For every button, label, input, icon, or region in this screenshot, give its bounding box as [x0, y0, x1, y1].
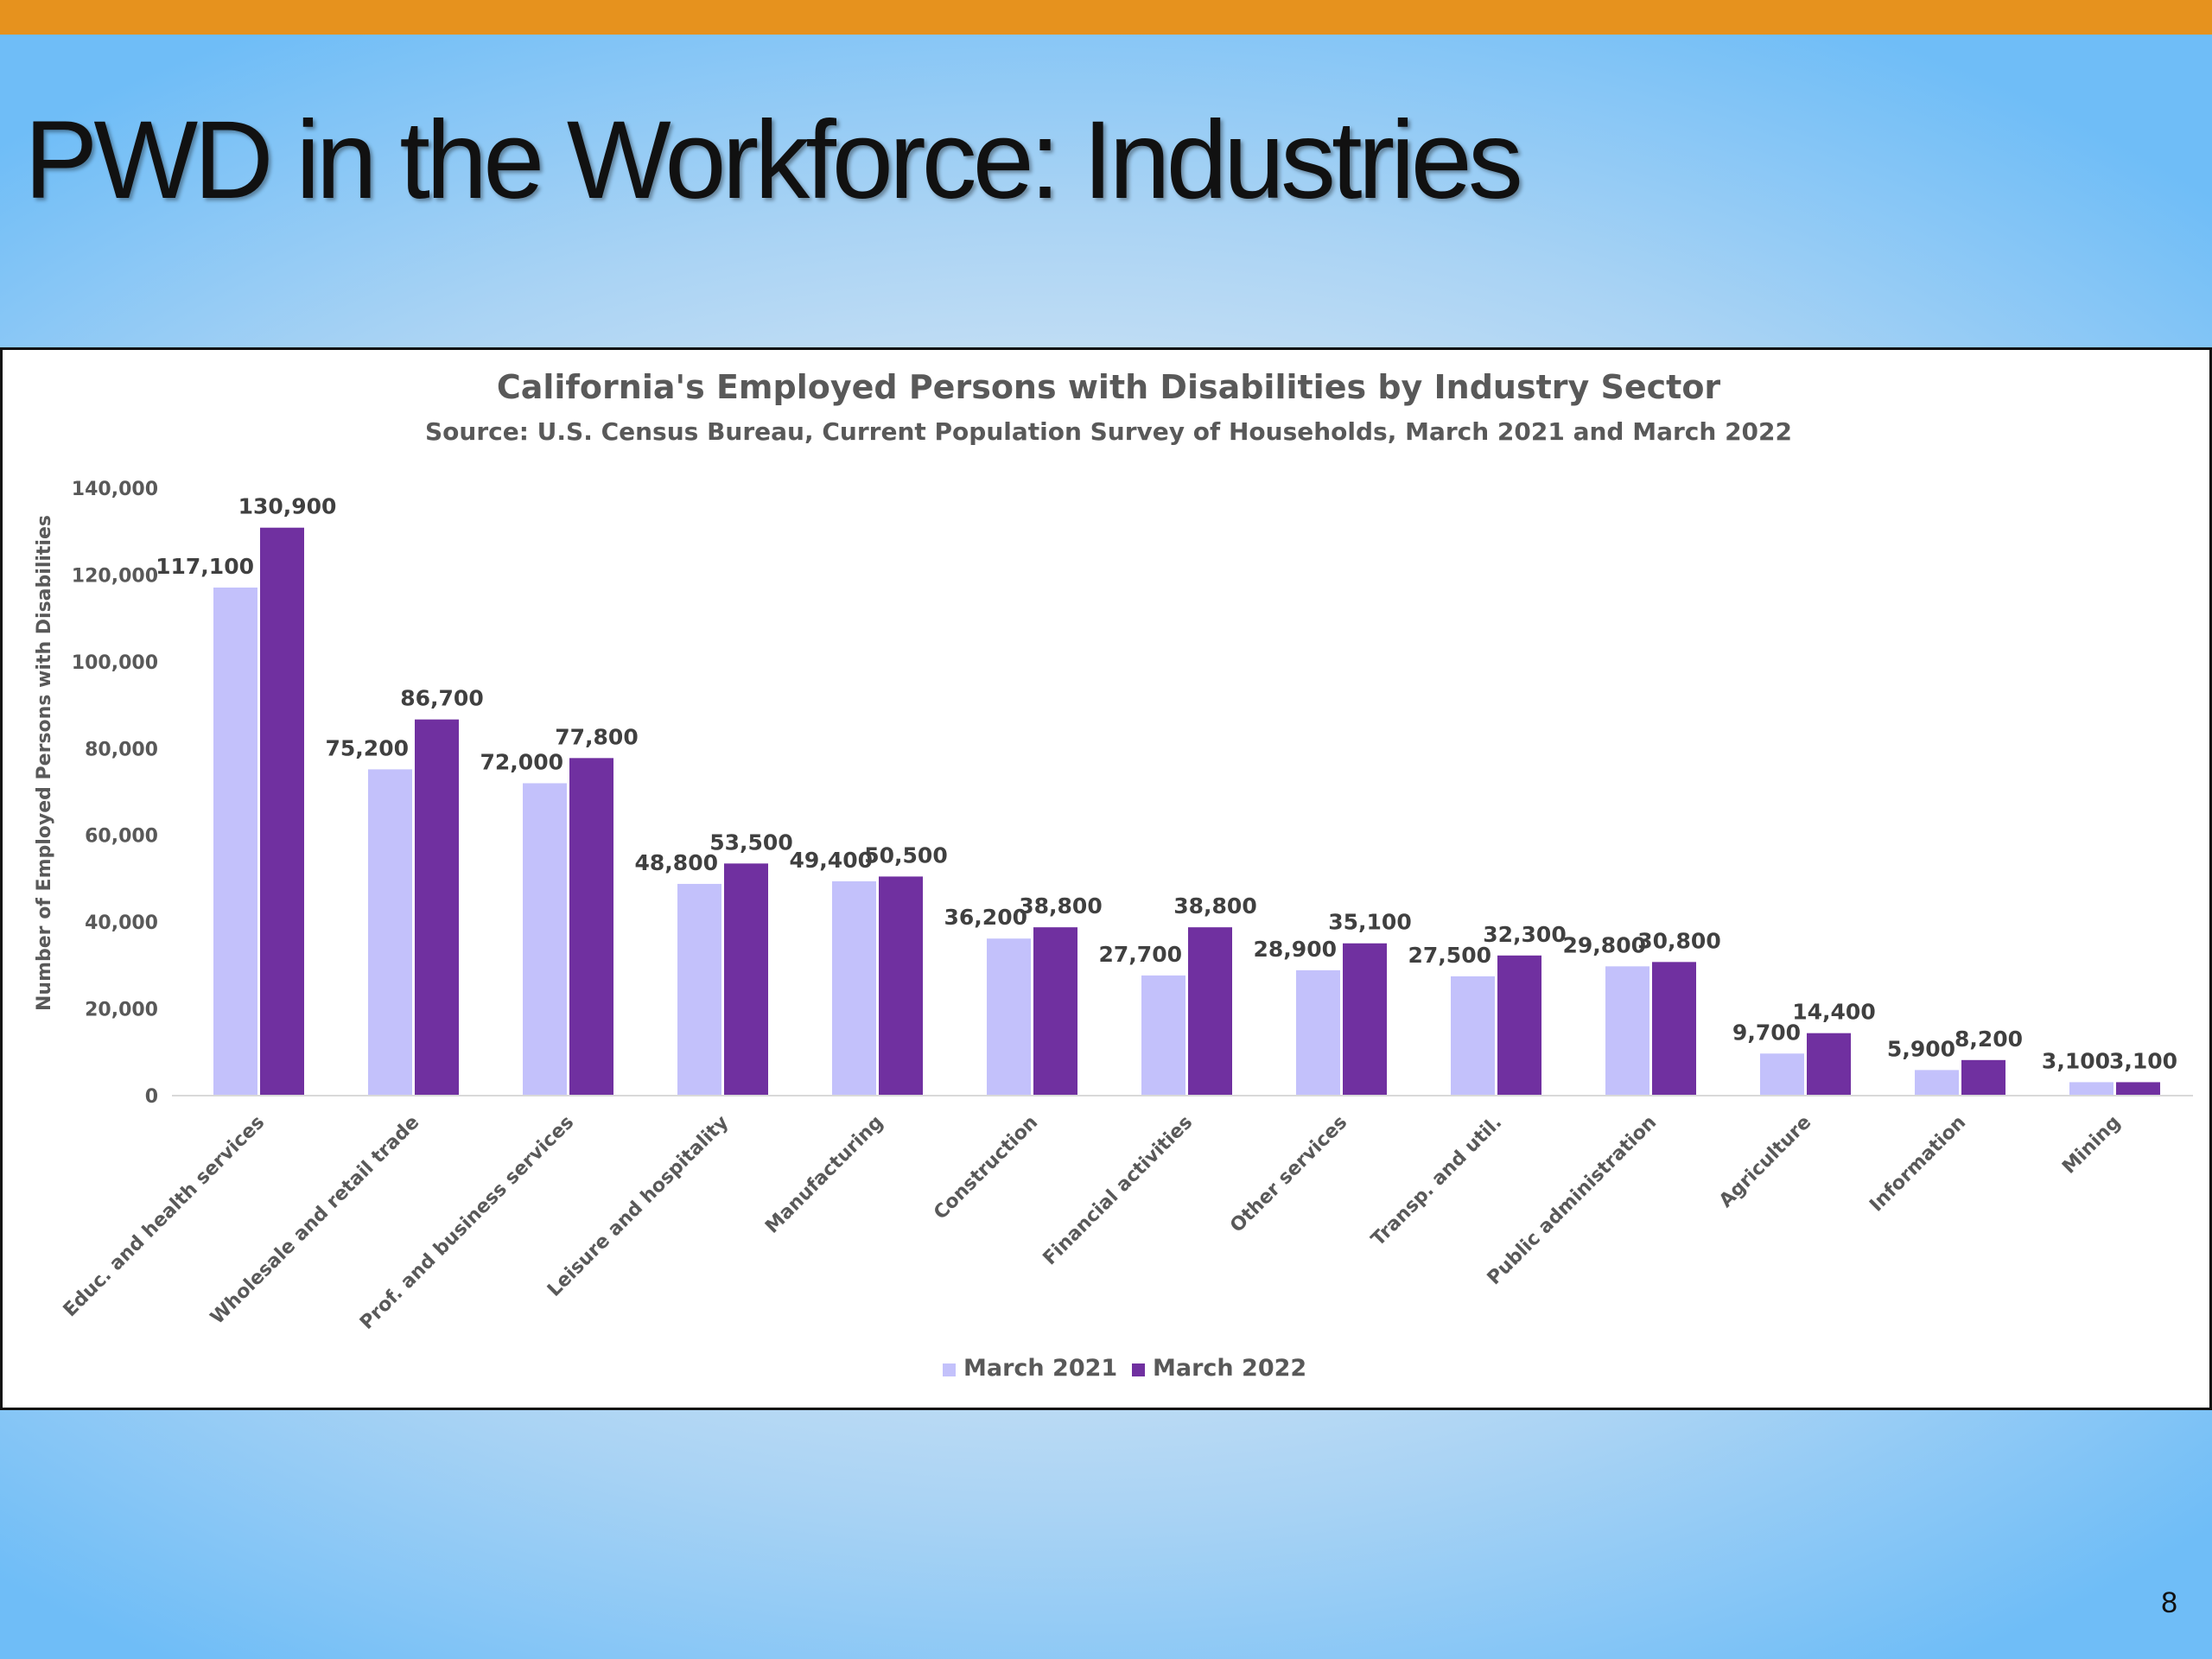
y-tick-label: 140,000	[72, 479, 158, 500]
data-label-march-2022-other-services: 35,100	[1328, 910, 1411, 935]
y-tick-label: 0	[145, 1086, 158, 1108]
bar-march-2022-information	[1961, 1059, 2005, 1096]
data-label-march-2022-prof-and-business-services: 77,800	[555, 724, 638, 749]
bar-march-2021-prof-and-business-services	[523, 783, 567, 1096]
data-label-march-2022-manufacturing: 50,500	[864, 842, 947, 868]
data-label-march-2021-mining: 3,100	[2042, 1048, 2110, 1073]
y-tick-label: 120,000	[72, 565, 158, 587]
data-label-march-2021-transp-and-util: 27,500	[1408, 943, 1491, 968]
data-label-march-2022-educ-and-health-services: 130,900	[238, 494, 337, 519]
bar-march-2022-wholesale-and-retail-trade	[415, 719, 459, 1096]
bar-march-2021-information	[1915, 1070, 1959, 1096]
bar-march-2021-mining	[2069, 1082, 2113, 1096]
data-label-march-2021-public-administration: 29,800	[1563, 932, 1646, 957]
data-label-march-2022-mining: 3,100	[2109, 1048, 2177, 1073]
x-tick-label: Transp. and util.	[1367, 1112, 1506, 1251]
chart-subtitle: Source: U.S. Census Bureau, Current Popu…	[425, 417, 1792, 446]
legend-swatch-march-2022	[1132, 1363, 1145, 1376]
x-tick-label: Mining	[2058, 1112, 2125, 1179]
bar-march-2022-mining	[2116, 1082, 2160, 1096]
bar-march-2022-public-administration	[1652, 962, 1696, 1096]
x-tick-label: Agriculture	[1715, 1112, 1815, 1212]
x-tick-label: Other services	[1226, 1112, 1351, 1237]
bar-march-2021-transp-and-util	[1451, 976, 1495, 1096]
bar-march-2022-educ-and-health-services	[260, 527, 304, 1096]
bar-chart: California's Employed Persons with Disab…	[34, 368, 2193, 1382]
legend-label-march-2022: March 2022	[1153, 1355, 1306, 1382]
x-tick-label: Financial activities	[1039, 1112, 1198, 1270]
x-tick-label: Public administration	[1484, 1112, 1662, 1290]
bar-march-2022-prof-and-business-services	[569, 758, 613, 1096]
y-axis-ticks: 0 20,000 40,000 60,000 80,000 100,000 120,000 1…	[72, 479, 158, 1108]
data-label-march-2021-wholesale-and-retail-trade: 75,200	[326, 735, 409, 760]
y-tick-label: 60,000	[85, 826, 158, 848]
chart-title: California's Employed Persons with Disab…	[497, 368, 1721, 406]
y-tick-label: 40,000	[85, 912, 158, 934]
data-label-march-2021-prof-and-business-services: 72,000	[480, 749, 563, 774]
data-label-march-2021-educ-and-health-services: 117,100	[156, 554, 254, 579]
bar-march-2022-leisure-and-hospitality	[724, 863, 768, 1096]
chart-frame: California's Employed Persons with Disab…	[0, 347, 2212, 1410]
bar-march-2022-financial-activities	[1188, 927, 1232, 1096]
data-label-march-2021-construction: 36,200	[944, 905, 1027, 930]
x-tick-label: Leisure and hospitality	[543, 1112, 733, 1301]
top-accent-bar	[0, 0, 2212, 35]
data-label-march-2022-construction: 38,800	[1019, 893, 1102, 918]
bar-march-2021-wholesale-and-retail-trade	[368, 769, 412, 1096]
data-label-march-2022-financial-activities: 38,800	[1173, 893, 1256, 918]
page-number: 8	[2161, 1586, 2177, 1619]
y-tick-label: 100,000	[72, 652, 158, 674]
data-label-march-2022-leisure-and-hospitality: 53,500	[709, 830, 792, 855]
y-tick-label: 80,000	[85, 739, 158, 760]
bar-march-2022-construction	[1033, 927, 1077, 1096]
x-tick-label: Manufacturing	[761, 1112, 887, 1238]
bars	[213, 527, 2160, 1096]
data-label-march-2022-wholesale-and-retail-trade: 86,700	[400, 686, 483, 711]
bar-march-2021-other-services	[1296, 969, 1340, 1096]
bar-march-2022-agriculture	[1807, 1033, 1851, 1096]
data-label-march-2021-manufacturing: 49,400	[790, 848, 873, 873]
data-label-march-2022-transp-and-util: 32,300	[1483, 922, 1566, 947]
legend-label-march-2021: March 2021	[963, 1355, 1117, 1382]
bar-march-2022-other-services	[1343, 943, 1387, 1096]
legend-swatch-march-2021	[943, 1363, 956, 1376]
x-tick-label: Information	[1866, 1112, 1970, 1217]
legend: March 2021 March 2022	[943, 1355, 1306, 1382]
data-label-march-2021-agriculture: 9,700	[1732, 1020, 1801, 1045]
bar-march-2021-leisure-and-hospitality	[677, 883, 721, 1096]
bar-march-2021-educ-and-health-services	[213, 587, 257, 1096]
bar-march-2022-transp-and-util	[1497, 955, 1541, 1096]
data-label-march-2021-other-services: 28,900	[1254, 937, 1337, 962]
y-axis-title: Number of Employed Persons with Disabili…	[34, 515, 55, 1011]
bar-march-2022-manufacturing	[879, 876, 923, 1096]
x-tick-label: Construction	[930, 1112, 1042, 1224]
slide-title: PWD in the Workforce: Industries	[24, 99, 1523, 222]
bar-march-2021-construction	[987, 938, 1031, 1096]
bar-march-2021-manufacturing	[832, 880, 876, 1096]
bar-march-2021-financial-activities	[1141, 975, 1185, 1096]
bar-march-2021-public-administration	[1605, 966, 1649, 1096]
bar-march-2021-agriculture	[1760, 1053, 1804, 1096]
data-label-march-2021-financial-activities: 27,700	[1099, 942, 1182, 967]
data-label-march-2022-public-administration: 30,800	[1637, 928, 1720, 953]
data-label-march-2021-information: 5,900	[1887, 1036, 1955, 1061]
data-label-march-2021-leisure-and-hospitality: 48,800	[635, 850, 718, 875]
data-label-march-2022-agriculture: 14,400	[1792, 1000, 1875, 1025]
data-label-march-2022-information: 8,200	[1955, 1027, 2023, 1052]
y-tick-label: 20,000	[85, 1000, 158, 1021]
